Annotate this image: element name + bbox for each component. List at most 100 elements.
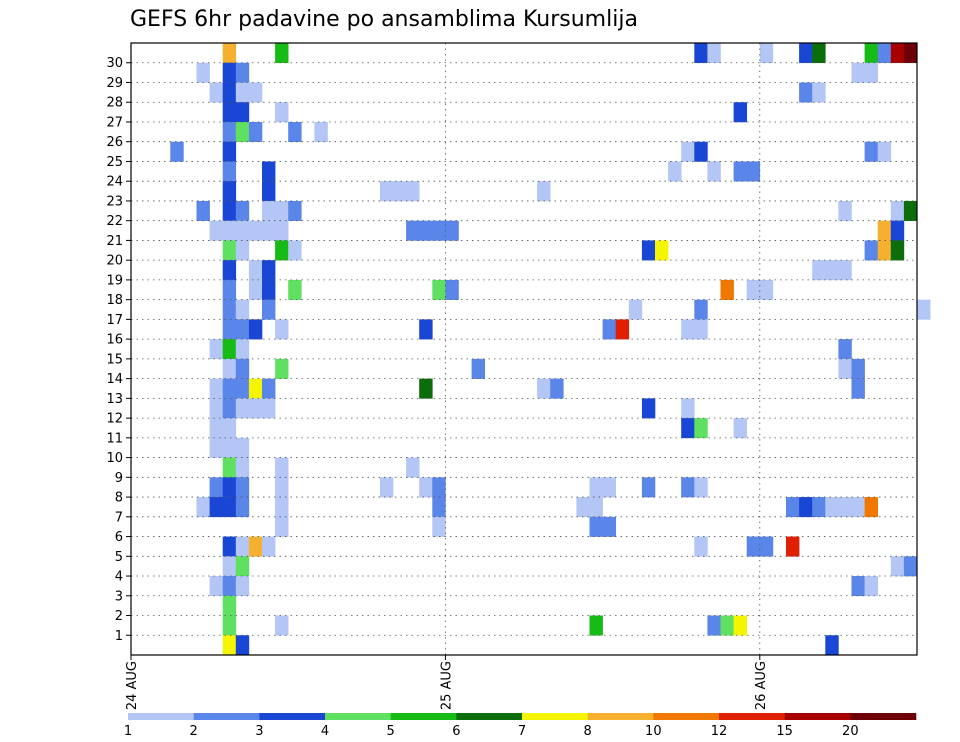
heatmap-cell [393,181,407,202]
heatmap-cell [851,378,865,399]
heatmap-cell [812,497,826,518]
y-tick-label: 25 [106,155,123,170]
heatmap-cell [694,418,708,439]
heatmap-cell [746,161,761,182]
heatmap-cell [222,339,237,360]
heatmap-cell [681,141,695,162]
legend-label: 6 [452,724,460,739]
heatmap-cell [445,279,459,300]
heatmap-cell [641,240,656,261]
heatmap-cell [432,279,446,300]
heatmap-cell [222,556,237,577]
y-tick-label: 7 [115,510,123,525]
heatmap-cell [812,260,826,281]
y-tick-label: 2 [115,609,123,624]
legend-swatch [850,713,917,720]
legend-swatch [522,713,588,720]
heatmap-cell [694,43,708,64]
heatmap-cell [209,497,223,518]
legend-swatch [259,713,326,720]
heatmap-cell [235,121,250,143]
heatmap-cell [864,240,878,261]
y-tick-label: 9 [115,471,123,486]
heatmap-cell [248,319,263,340]
heatmap-cell [235,497,250,518]
heatmap-cell [655,240,669,261]
heatmap-cell [222,240,237,261]
heatmap-cell [851,358,865,379]
legend-label: 15 [776,724,793,739]
legend-label: 20 [842,724,859,739]
heatmap-cell [222,62,237,83]
heatmap-cell [694,536,708,557]
heatmap-cell [248,378,263,399]
legend-swatch [719,713,785,720]
heatmap-cell [222,299,237,320]
heatmap-cell [235,477,250,498]
y-tick-label: 12 [106,412,123,427]
legend-label: 1 [124,724,132,739]
heatmap-cell [222,43,237,64]
heatmap-cell [589,516,603,537]
heatmap-cell [262,220,276,241]
heatmap-cell [288,121,302,143]
y-tick-label: 6 [115,530,123,545]
heatmap-cell [222,181,237,202]
y-tick-label: 23 [106,194,123,209]
heatmap-cell [288,279,302,300]
heatmap-cell [432,477,446,498]
heatmap-cell [222,121,237,143]
heatmap-cell [209,418,223,439]
heatmap-cell [733,161,747,182]
heatmap-cell [877,220,892,241]
heatmap-cell [799,497,813,518]
x-tick-label: 24 AUG [125,661,140,710]
heatmap-cell [222,477,237,498]
heatmap-cell [838,260,852,281]
heatmap-cell [222,200,237,221]
heatmap-cell [262,279,276,300]
legend-swatch [587,713,654,720]
heatmap-cell [275,319,289,340]
heatmap-cell [222,260,237,281]
y-tick-label: 26 [106,135,123,150]
heatmap-cell [877,43,892,64]
y-tick-label: 5 [115,550,123,565]
plot-frame [130,42,918,656]
heatmap-cell [222,161,237,182]
heatmap-cell [209,378,223,399]
heatmap-cell [209,398,223,419]
heatmap-cells [170,43,931,656]
y-axis: 1234567891011121314151617181920212223242… [106,56,131,644]
heatmap-cell [222,102,237,123]
legend-swatch [784,713,851,720]
heatmap-cell [903,556,918,577]
y-tick-label: 11 [106,431,123,446]
heatmap-cell [812,43,826,64]
heatmap-cell [419,378,433,399]
heatmap-cell [222,457,237,478]
legend-label: 2 [190,724,198,739]
heatmap-cell [222,536,237,557]
y-tick-label: 19 [106,273,123,288]
heatmap-cell [209,82,223,103]
heatmap-cell [275,457,289,478]
heatmap-cell [799,43,813,64]
heatmap-cell [432,497,446,518]
heatmap-cell [419,220,433,241]
legend-label: 4 [321,724,329,739]
heatmap-cell [432,516,446,537]
heatmap-cell [864,43,878,64]
x-tick-label: 26 AUG [754,661,769,710]
heatmap-cell [222,220,237,241]
heatmap-cell [262,299,276,320]
heatmap-cell [275,516,289,537]
heatmap-cell [864,497,878,518]
heatmap-cell [222,279,237,300]
heatmap-cell [707,615,721,636]
heatmap-cell [759,43,774,64]
heatmap-cell [222,82,237,103]
heatmap-cell [235,299,250,320]
heatmap-cell [733,102,747,123]
chart-title: GEFS 6hr padavine po ansamblima Kursumli… [130,7,638,32]
